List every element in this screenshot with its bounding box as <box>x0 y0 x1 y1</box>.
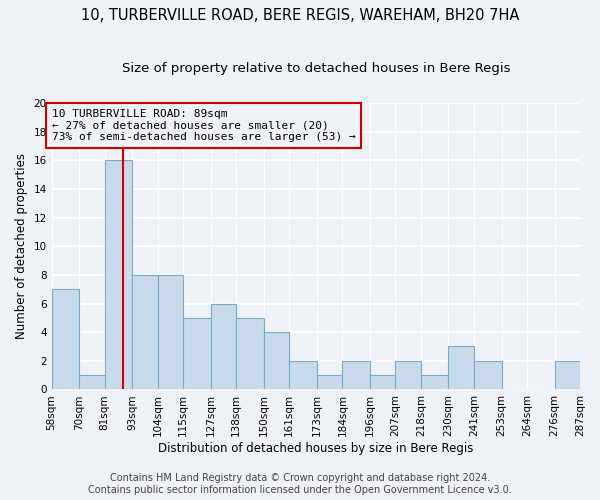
Bar <box>211 304 236 390</box>
Title: Size of property relative to detached houses in Bere Regis: Size of property relative to detached ho… <box>122 62 510 76</box>
Bar <box>343 361 370 390</box>
Y-axis label: Number of detached properties: Number of detached properties <box>15 154 28 340</box>
Bar <box>133 275 158 390</box>
Text: 10 TURBERVILLE ROAD: 89sqm
← 27% of detached houses are smaller (20)
73% of semi: 10 TURBERVILLE ROAD: 89sqm ← 27% of deta… <box>52 109 355 142</box>
Bar <box>448 346 474 390</box>
Bar <box>289 361 317 390</box>
Bar <box>317 375 343 390</box>
Bar <box>421 375 448 390</box>
Bar <box>52 289 79 390</box>
Bar <box>554 361 580 390</box>
Text: 10, TURBERVILLE ROAD, BERE REGIS, WAREHAM, BH20 7HA: 10, TURBERVILLE ROAD, BERE REGIS, WAREHA… <box>81 8 519 22</box>
Bar <box>264 332 289 390</box>
Bar <box>236 318 264 390</box>
Bar <box>105 160 133 390</box>
Bar <box>158 275 183 390</box>
Bar <box>79 375 105 390</box>
Bar <box>474 361 502 390</box>
Bar <box>370 375 395 390</box>
Text: Contains HM Land Registry data © Crown copyright and database right 2024.
Contai: Contains HM Land Registry data © Crown c… <box>88 474 512 495</box>
Bar <box>395 361 421 390</box>
X-axis label: Distribution of detached houses by size in Bere Regis: Distribution of detached houses by size … <box>158 442 473 455</box>
Bar <box>183 318 211 390</box>
